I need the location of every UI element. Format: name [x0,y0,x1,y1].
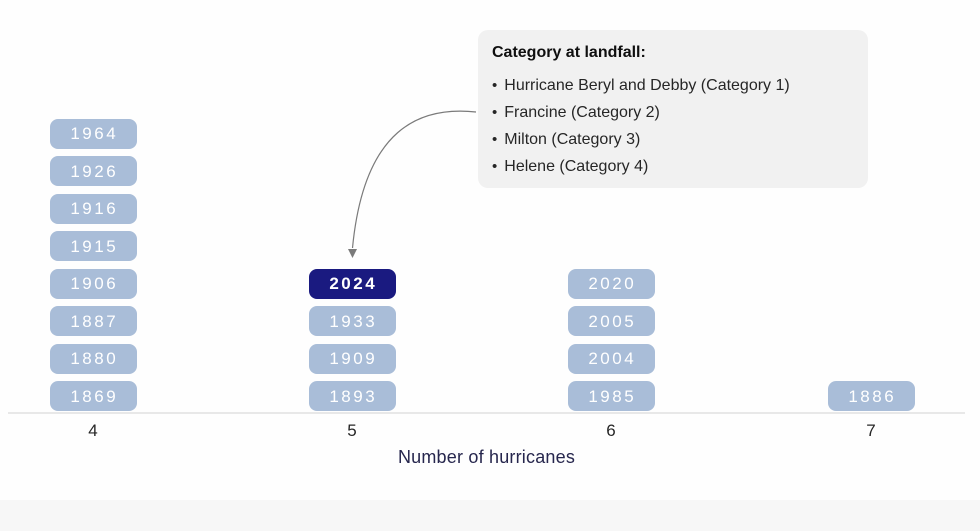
year-box-1887[interactable]: 1887 [49,306,137,336]
year-column-count-5: 2024 1933 1909 1893 [308,268,396,411]
x-axis-label: Number of hurricanes [397,447,576,467]
annotation-item-text: Hurricane Beryl and Debby (Category 1) [504,77,790,94]
year-box-1926[interactable]: 1926 [49,156,137,186]
annotation-arrow-curve [351,110,477,249]
year-box-2020[interactable]: 2020 [567,268,655,299]
year-box-1869[interactable]: 1869 [49,381,137,411]
annotation-item-2: • Francine (Category 2) [492,99,854,126]
x-tick-7: 7 [866,421,876,440]
year-column-count-6: 2020 2005 2004 1985 [567,268,655,411]
bullet-icon: • [492,77,498,94]
footer-strip [0,500,980,531]
year-box-1916[interactable]: 1916 [49,193,137,224]
year-column-count-4: 1964 1926 1916 1915 1906 1887 1880 1869 [49,118,137,411]
bullet-icon: • [492,104,498,121]
year-box-highlighted-2024[interactable]: 2024 [308,268,396,299]
year-box-1915[interactable]: 1915 [49,231,137,261]
year-box-2005[interactable]: 2005 [567,306,655,336]
year-box-1906[interactable]: 1906 [49,268,137,299]
year-box-1909[interactable]: 1909 [308,343,396,374]
annotation-box: Category at landfall: • Hurricane Beryl a… [478,30,868,188]
year-box-1964[interactable]: 1964 [49,118,137,149]
year-column-count-7: 1886 [827,381,915,411]
bullet-icon: • [492,158,498,175]
x-tick-4: 4 [88,421,98,440]
year-box-2004[interactable]: 2004 [567,343,655,374]
annotation-item-3: • Milton (Category 3) [492,126,854,153]
x-tick-5: 5 [347,421,357,440]
annotation-item-text: Helene (Category 4) [504,158,649,175]
x-tick-6: 6 [606,421,616,440]
annotation-arrowhead-icon [348,249,357,258]
annotation-title: Category at landfall: [492,44,646,61]
annotation-item-1: • Hurricane Beryl and Debby (Category 1) [492,72,854,99]
annotation-item-4: • Helene (Category 4) [492,153,854,180]
bullet-icon: • [492,131,498,148]
year-box-1880[interactable]: 1880 [49,343,137,374]
annotation-list: • Hurricane Beryl and Debby (Category 1) •… [492,72,854,180]
year-box-1886[interactable]: 1886 [827,381,915,411]
annotation-item-text: Francine (Category 2) [504,104,660,121]
year-box-1985[interactable]: 1985 [567,381,655,411]
x-axis-line [8,412,965,414]
year-box-1893[interactable]: 1893 [308,381,396,411]
annotation-item-text: Milton (Category 3) [504,131,641,148]
year-box-1933[interactable]: 1933 [308,306,396,336]
